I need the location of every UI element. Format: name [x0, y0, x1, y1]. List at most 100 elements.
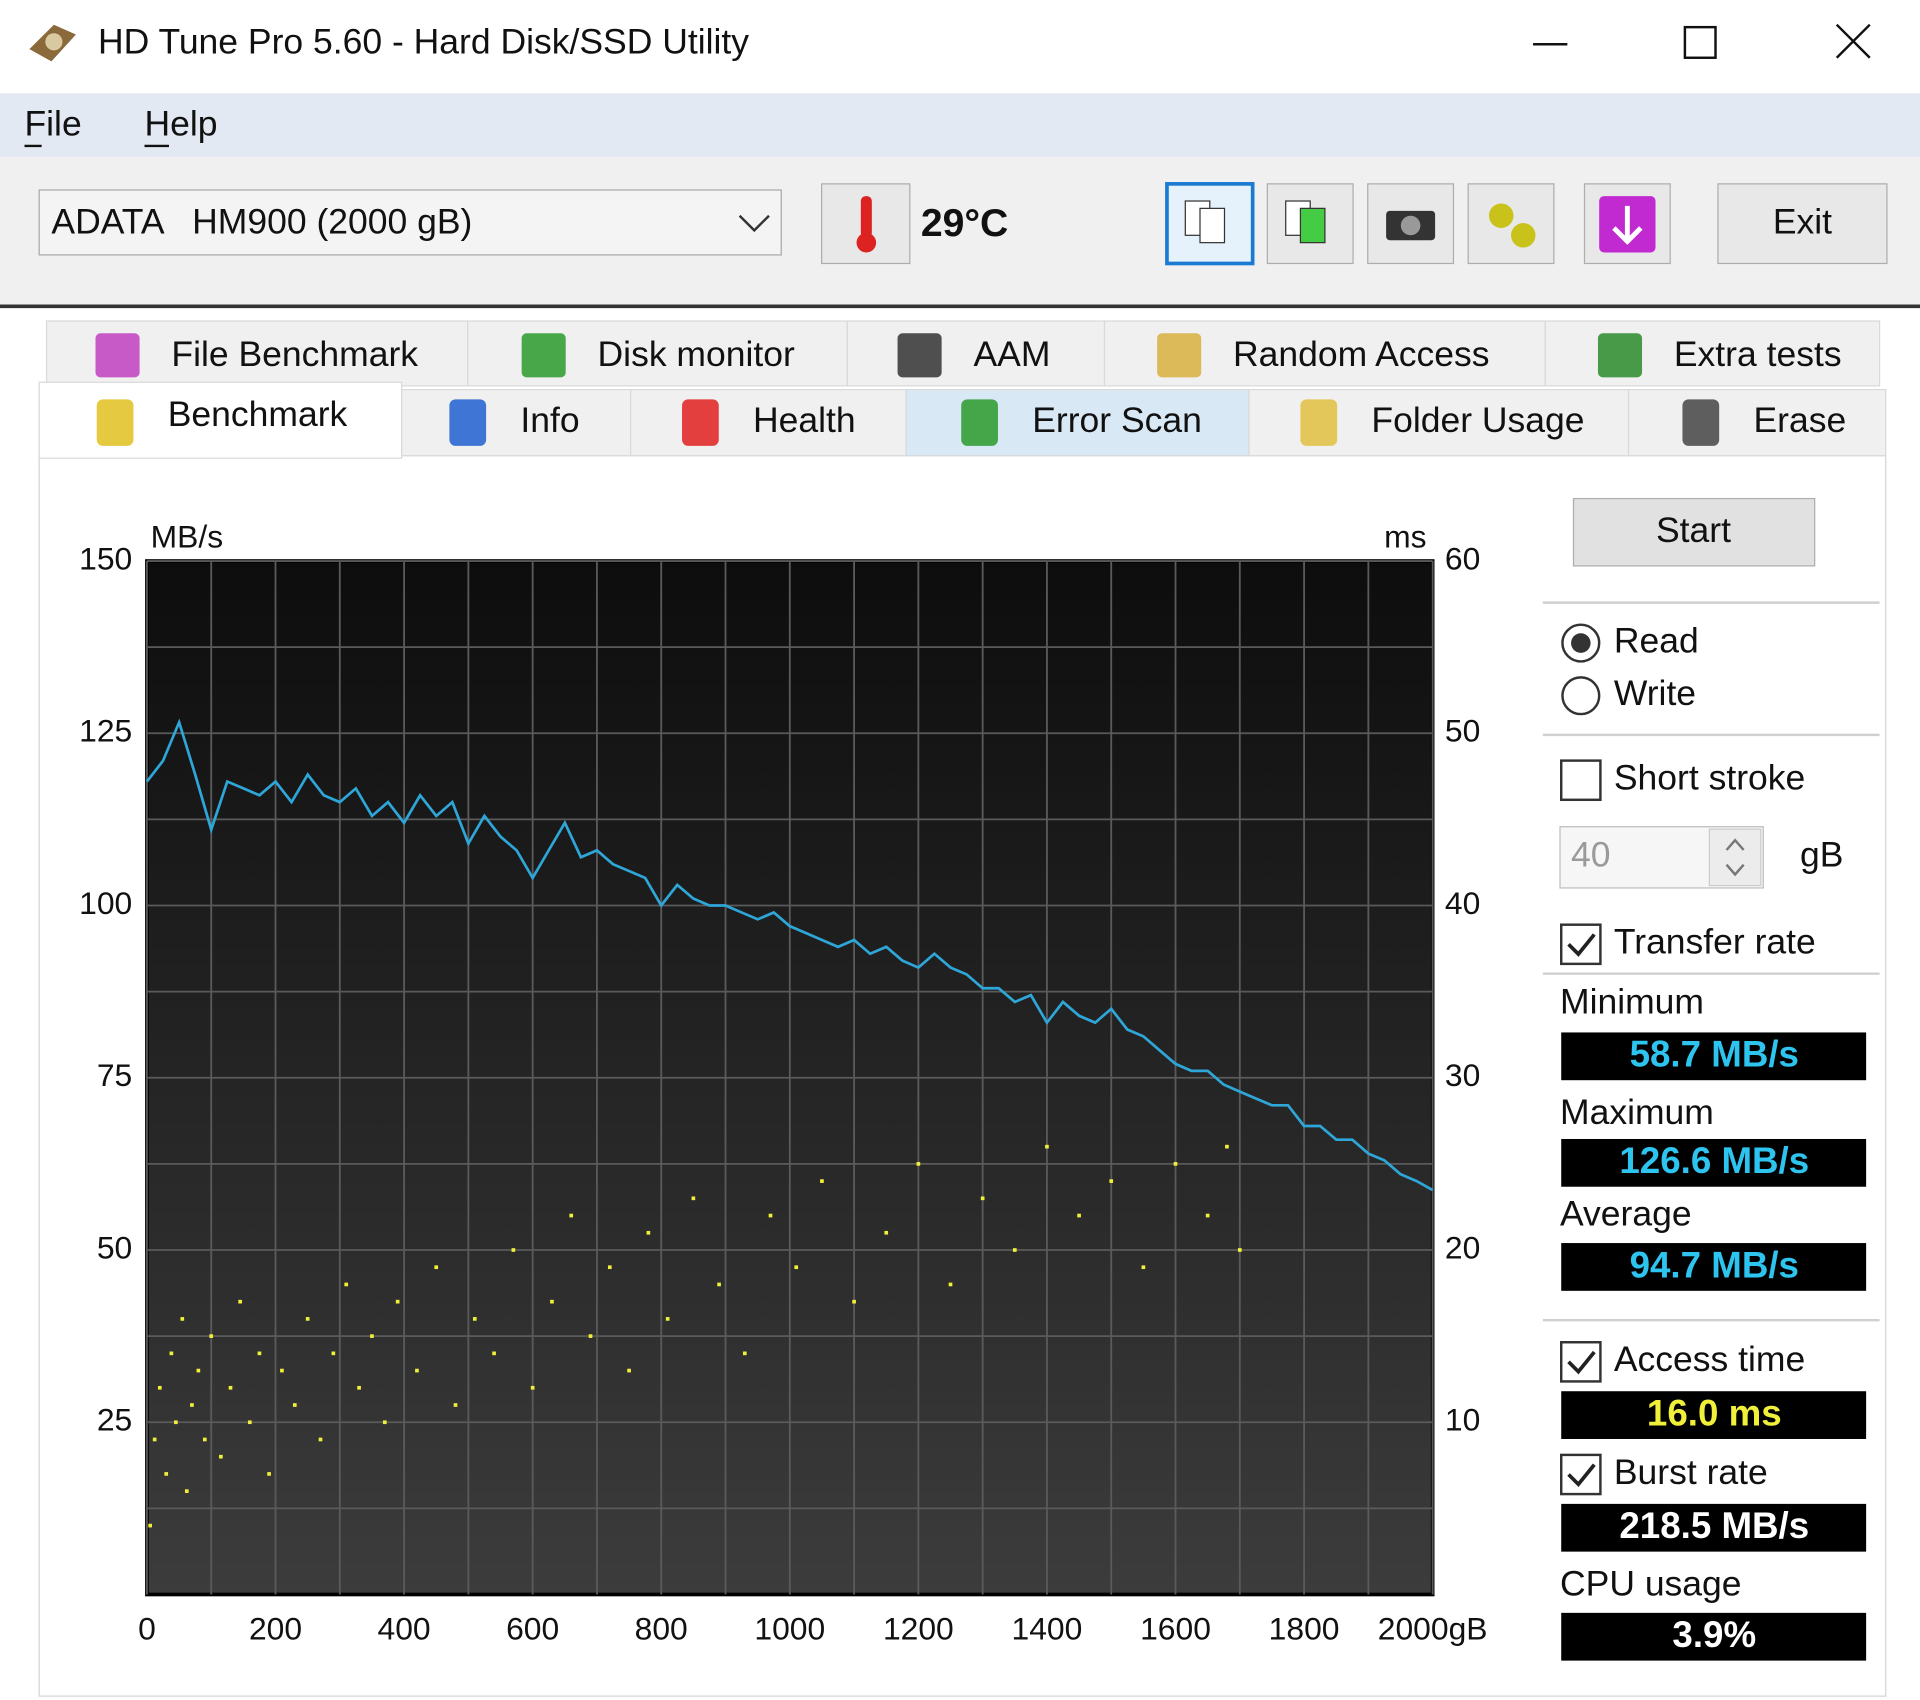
tab-label: Error Scan	[1032, 400, 1202, 440]
access-time-point	[202, 1437, 207, 1442]
window-title: HD Tune Pro 5.60 - Hard Disk/SSD Utility	[98, 22, 749, 62]
access-time-point	[174, 1420, 178, 1425]
drive-select[interactable]	[38, 189, 782, 256]
access-time-point	[292, 1403, 297, 1407]
separators	[1542, 601, 1880, 1322]
access-time-point	[370, 1334, 374, 1338]
access-time-point	[190, 1403, 194, 1407]
stat-box	[1561, 1138, 1867, 1187]
tab[interactable]	[1627, 388, 1887, 457]
y-tick-label: 100	[79, 885, 132, 921]
access-time-point	[157, 1385, 162, 1390]
checkbox[interactable]	[1560, 759, 1602, 802]
menu-bar	[0, 93, 1920, 157]
y2-axis-label: ms	[1384, 518, 1426, 554]
close-button[interactable]	[1835, 23, 1871, 59]
tab-label: Erase	[1753, 400, 1846, 440]
access-time-point	[238, 1299, 242, 1304]
x-tick-label: 1200	[883, 1611, 954, 1647]
x-tick-label: 200	[249, 1611, 302, 1647]
checkbox[interactable]	[1560, 1453, 1602, 1496]
y-tick-label: 125	[79, 713, 132, 749]
camera-icon	[1386, 210, 1436, 241]
stat-box	[1561, 1032, 1867, 1081]
menu-item[interactable]: File	[24, 104, 81, 144]
menu-item[interactable]: Help	[144, 104, 217, 144]
tab[interactable]	[401, 388, 632, 457]
access-time-point	[219, 1454, 223, 1459]
spinner[interactable]	[1708, 828, 1762, 887]
access-time-point	[742, 1351, 747, 1356]
app-icon	[29, 24, 76, 62]
y2-tick-label: 60	[1445, 540, 1480, 576]
spinner-arrows	[1725, 838, 1745, 877]
copy-image-icon	[1285, 200, 1326, 244]
access-time-point	[357, 1385, 361, 1390]
drive-name: ADATA HM900 (2000 gB)	[51, 202, 472, 242]
x-tick-label: 1000	[754, 1611, 825, 1647]
tab[interactable]	[846, 320, 1106, 387]
access-time-point	[331, 1351, 336, 1356]
access-time-point	[1012, 1248, 1017, 1252]
access-time-point	[415, 1368, 419, 1373]
tab-icon	[1300, 399, 1338, 446]
tab[interactable]	[630, 388, 907, 457]
access-time-point	[395, 1299, 400, 1304]
tab-label: AAM	[973, 334, 1050, 374]
access-time-point	[164, 1472, 169, 1476]
thermometer-icon	[856, 196, 877, 253]
access-time-point	[530, 1385, 535, 1390]
access-time-point	[196, 1368, 201, 1373]
access-time-point	[794, 1265, 799, 1270]
access-time-point	[717, 1282, 721, 1287]
title-bar	[0, 0, 1920, 94]
access-time-point	[257, 1351, 262, 1356]
tab-label: Health	[753, 400, 856, 440]
y2-tick-label: 10	[1445, 1402, 1480, 1438]
stat-value: 94.7 MB/s	[1630, 1244, 1799, 1285]
access-time-point	[148, 1523, 152, 1528]
access-time-point	[247, 1420, 252, 1425]
stat-label: Maximum	[1560, 1092, 1714, 1132]
tab-strip: File Benchmark Disk monitor AAM Random Acce…	[38, 320, 1887, 459]
tab-icon	[1157, 333, 1202, 378]
radio-write[interactable]	[1561, 676, 1601, 716]
y2-tick-label: 50	[1445, 713, 1480, 749]
x-tick-label: 400	[378, 1611, 431, 1647]
checkmark	[1567, 1463, 1596, 1488]
exit-label: Exit	[1773, 202, 1832, 242]
access-time-point	[691, 1196, 696, 1201]
checkbox[interactable]	[1560, 923, 1602, 966]
radio-label: Write	[1614, 673, 1696, 713]
access-time-point	[852, 1299, 856, 1304]
tab-label: Disk monitor	[598, 334, 795, 374]
copy-icon	[1184, 200, 1226, 244]
access-time-point	[588, 1334, 593, 1338]
options-button[interactable]	[1467, 183, 1555, 265]
maximize-button[interactable]	[1683, 25, 1717, 59]
stat-value: 218.5 MB/s	[1619, 1505, 1809, 1546]
stroke-size: 40	[1571, 835, 1611, 875]
stat-box	[1561, 1391, 1867, 1439]
temperature: 29°C	[921, 202, 1009, 245]
exit-button[interactable]	[1717, 183, 1888, 265]
access-time-point	[1237, 1248, 1242, 1252]
access-time-point	[1205, 1213, 1210, 1218]
stat-value: 3.9%	[1672, 1614, 1756, 1655]
y-tick-label: 150	[79, 540, 132, 576]
gears-icon	[1488, 203, 1536, 248]
checkbox-label: Short stroke	[1614, 758, 1805, 798]
access-time-point	[382, 1420, 387, 1425]
start-button[interactable]	[1572, 497, 1816, 567]
access-time-point	[1045, 1144, 1049, 1149]
checkbox[interactable]	[1560, 1341, 1602, 1383]
stroke-unit: gB	[1800, 835, 1843, 875]
radio-dot	[1571, 633, 1591, 653]
tab-label: Random Access	[1233, 334, 1490, 374]
checkmark	[1567, 1350, 1596, 1375]
y-axis-label: MB/s	[151, 518, 224, 554]
access-time-point	[280, 1368, 284, 1373]
start-label: Start	[1656, 510, 1731, 550]
